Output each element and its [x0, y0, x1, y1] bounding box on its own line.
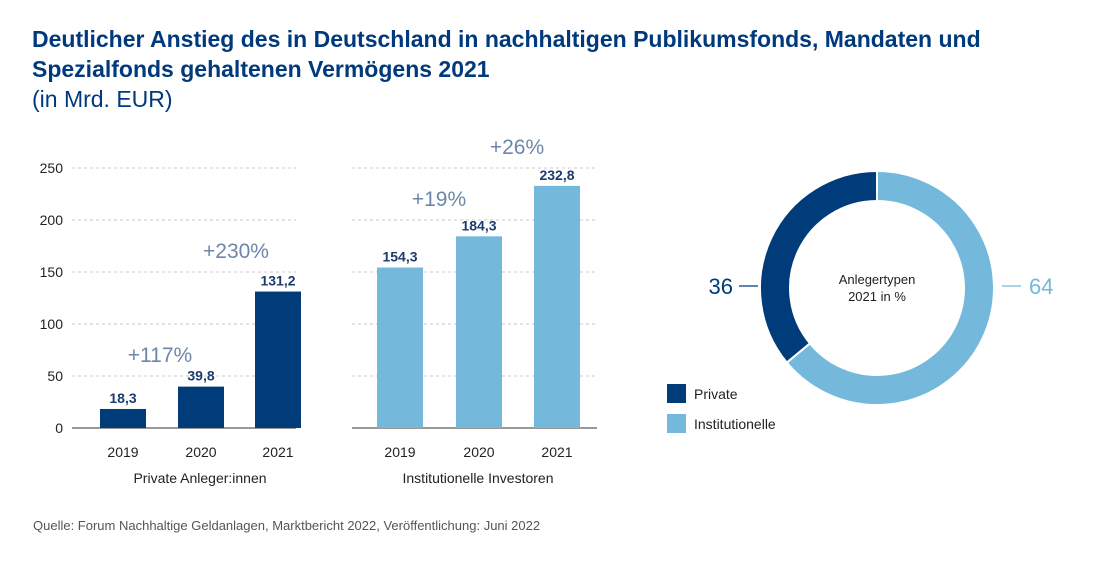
- group-label: Private Anleger:innen: [133, 470, 266, 486]
- y-tick-label: 200: [40, 212, 64, 228]
- x-tick-label: 2019: [384, 444, 415, 460]
- data-label: 131,2: [260, 273, 295, 289]
- legend-swatch-institutionelle: [667, 414, 686, 433]
- y-tick-label: 100: [40, 316, 64, 332]
- growth-label: +19%: [412, 188, 466, 211]
- data-label: 184,3: [461, 217, 496, 233]
- growth-label: +117%: [128, 344, 192, 367]
- data-label: 39,8: [187, 368, 214, 384]
- growth-label: +230%: [203, 240, 269, 263]
- y-tick-label: 0: [55, 420, 63, 436]
- bar-private-2020: [178, 386, 224, 428]
- y-tick-label: 50: [47, 368, 63, 384]
- donut-center-line: Anlegertypen: [839, 272, 916, 287]
- source-note: Quelle: Forum Nachhaltige Geldanlagen, M…: [33, 518, 541, 533]
- x-tick-label: 2020: [185, 444, 216, 460]
- legend-label: Private: [694, 386, 738, 402]
- y-tick-label: 250: [40, 160, 64, 176]
- x-tick-label: 2021: [541, 444, 572, 460]
- x-tick-label: 2021: [262, 444, 293, 460]
- donut-center-label: Anlegertypen 2021 in %: [839, 272, 916, 304]
- bar-private-2021: [255, 291, 301, 428]
- growth-label: +26%: [490, 136, 544, 159]
- x-tick-label: 2020: [463, 444, 494, 460]
- group-label: Institutionelle Investoren: [403, 470, 554, 486]
- bar-institutional-2021: [534, 185, 580, 428]
- legend-swatch-private: [667, 384, 686, 403]
- legend-label: Institutionelle: [694, 416, 776, 432]
- bar-institutional-2019: [377, 267, 423, 428]
- bar-institutional-2020: [456, 236, 502, 428]
- x-tick-label: 2019: [107, 444, 138, 460]
- data-label: 154,3: [382, 249, 417, 265]
- donut-slice-private: [759, 169, 878, 364]
- donut-value-institutional: 64: [1029, 274, 1053, 299]
- donut-value-private: 36: [709, 274, 733, 299]
- data-label: 18,3: [109, 390, 136, 406]
- y-tick-label: 150: [40, 264, 64, 280]
- chart-subtitle: (in Mrd. EUR): [32, 86, 173, 112]
- donut-slice-institutionelle: [785, 169, 995, 406]
- data-label: 232,8: [539, 167, 574, 183]
- bar-private-2019: [100, 408, 146, 428]
- donut-center-line: 2021 in %: [848, 289, 906, 304]
- chart-title: Deutlicher Anstieg des in Deutschland in…: [32, 26, 981, 82]
